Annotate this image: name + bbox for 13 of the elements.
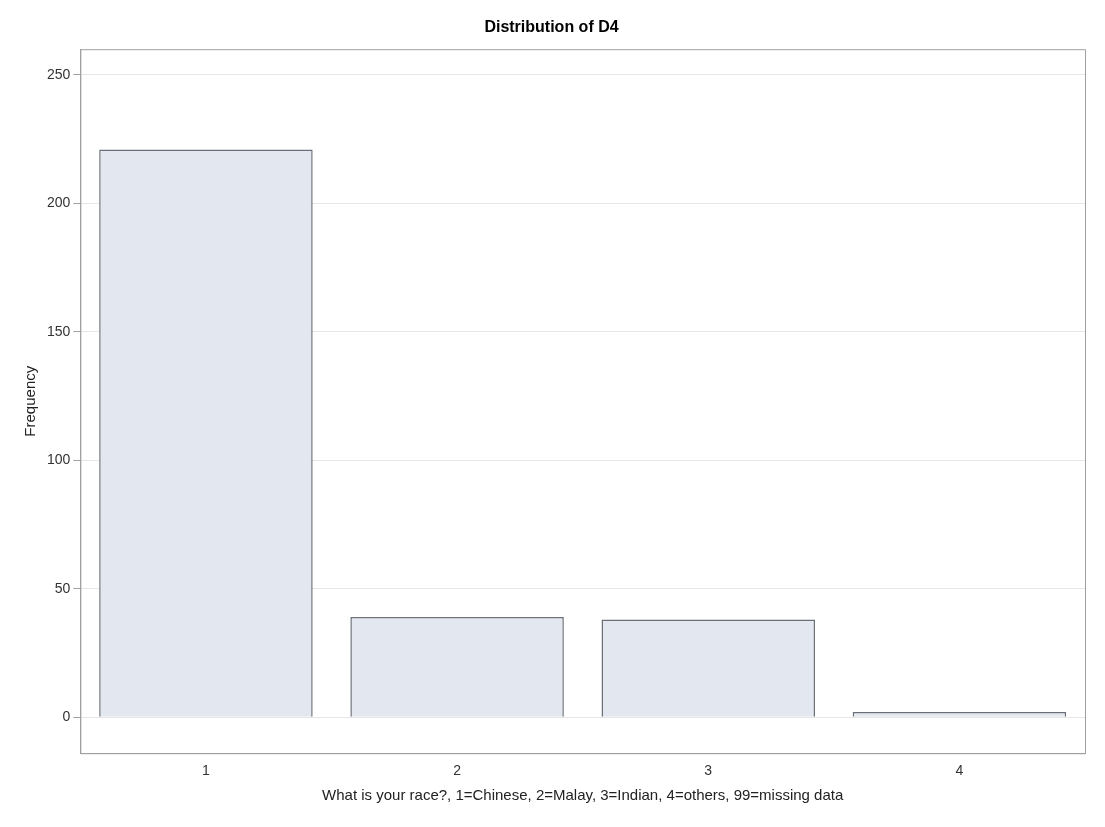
x-tick-label: 3 — [704, 762, 713, 779]
x-tick-label: 1 — [202, 762, 211, 779]
x-tick-label: 4 — [955, 762, 964, 779]
y-tick-label: 150 — [47, 322, 71, 339]
chart-title: Distribution of D4 — [484, 18, 619, 36]
y-tick-label: 50 — [54, 579, 71, 596]
y-tick-label: 250 — [47, 65, 71, 82]
x-axis-title: What is your race?, 1=Chinese, 2=Malay, 3=Indian, 4=others, 99=missing data — [322, 786, 844, 804]
y-tick-label: 100 — [47, 451, 71, 468]
y-tick-label: 200 — [47, 194, 71, 211]
x-tick-label: 2 — [453, 762, 462, 779]
y-axis-title: Frequency — [21, 365, 39, 437]
y-tick-label: 0 — [62, 708, 71, 725]
